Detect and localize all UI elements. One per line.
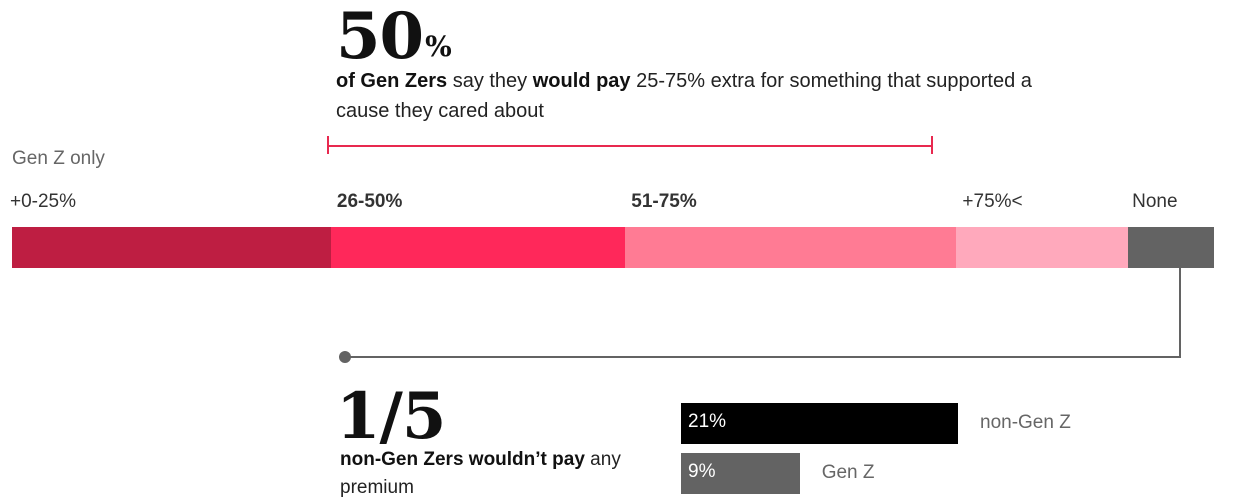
headline-number: 50 — [336, 0, 424, 74]
headline-suffix: % — [425, 30, 452, 63]
headline-stat: 50% — [336, 0, 452, 74]
headline-desc-bold-1: of Gen Zers — [336, 70, 448, 92]
footer-desc-text: any premium — [340, 449, 621, 498]
stacked-bar-category-label: None — [1132, 191, 1178, 212]
range-bracket-line — [327, 145, 933, 147]
stacked-bar-category-label: 51-75% — [631, 191, 697, 212]
stacked-bar-segment — [956, 227, 1129, 268]
stacked-bar-segment — [330, 227, 626, 268]
stacked-bar — [12, 227, 1214, 268]
headline-desc-bold-2: would pay — [532, 70, 631, 92]
headline-desc-text-1: say they — [447, 70, 533, 92]
comparison-bar-label: non-Gen Z — [980, 412, 1071, 433]
footer-desc-bold: non-Gen Zers wouldn’t pay — [340, 449, 585, 470]
subset-label: Gen Z only — [12, 148, 105, 169]
stacked-bar-segment — [12, 227, 331, 268]
stacked-bar-category-label: +0-25% — [10, 191, 77, 212]
comparison-bar-value: 9% — [688, 461, 716, 482]
footer-stat: 1/5 — [336, 379, 446, 454]
comparison-bar-value: 21% — [688, 411, 727, 432]
stacked-bar-category-label: +75%< — [962, 191, 1023, 212]
footer-description: non-Gen Zers wouldn’t pay any premium — [340, 446, 630, 502]
range-bracket-end-tick — [931, 136, 933, 154]
headline-desc-text-2: 25-75% extra for something that supporte… — [336, 70, 1032, 122]
comparison-bar: 21% — [681, 403, 958, 444]
comparison-bar-label: Gen Z — [821, 462, 875, 483]
comparison-bar: 9% — [681, 453, 800, 494]
connector-dot — [339, 351, 351, 363]
connector-line — [345, 268, 1181, 358]
headline-description: of Gen Zers say they would pay 25-75% ex… — [336, 66, 1056, 126]
stacked-bar-segment — [1128, 227, 1214, 268]
range-bracket — [327, 136, 933, 156]
stacked-bar-segment — [625, 227, 957, 268]
range-bracket-start-tick — [327, 136, 329, 154]
stacked-bar-category-label: 26-50% — [336, 191, 403, 212]
